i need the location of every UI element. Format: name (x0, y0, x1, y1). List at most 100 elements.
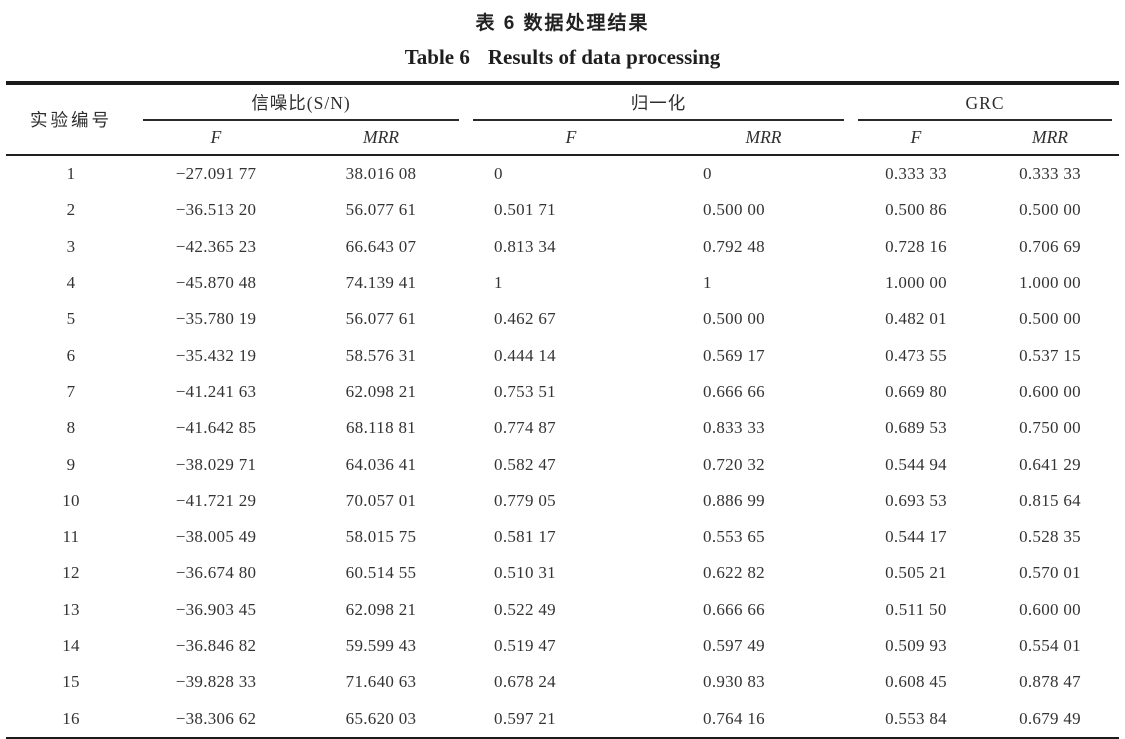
cell-snr-mrr: 56.077 61 (345, 200, 417, 220)
cell-norm-mrr: 1 (703, 273, 712, 293)
sub-header-snr-mrr: MRR (296, 121, 467, 156)
cell-norm-f: 0.753 51 (494, 381, 556, 401)
cell-norm-f: 0.501 71 (494, 200, 556, 220)
cell-norm-mrr: 0.792 48 (703, 236, 765, 256)
table-row: 14 −36.846 82 59.599 43 0.519 47 0.597 49 0.5… (6, 628, 1119, 664)
sub-header-snr-f: F (136, 121, 296, 156)
cell-exp-no: 7 (66, 381, 76, 401)
cell-norm-mrr: 0.500 00 (703, 200, 765, 220)
cell-norm-f: 0.774 87 (494, 418, 556, 438)
cell-norm-f: 1 (494, 273, 503, 293)
table-row: 9 −38.029 71 64.036 41 0.582 47 0.720 32 0.54… (6, 446, 1119, 482)
cell-snr-mrr: 65.620 03 (345, 708, 417, 728)
cell-grc-f: 0.728 16 (885, 236, 947, 256)
cell-norm-f: 0.582 47 (494, 454, 556, 474)
sub-header-grc-f: F (851, 121, 982, 156)
cell-snr-f: −36.674 80 (175, 563, 257, 583)
group-header-normalized: 归一化 (466, 83, 851, 121)
cell-norm-f: 0.779 05 (494, 490, 556, 510)
cell-grc-f: 0.482 01 (885, 309, 947, 329)
cell-snr-f: −36.903 45 (175, 599, 257, 619)
cell-grc-mrr: 0.706 69 (1019, 236, 1081, 256)
cell-exp-no: 12 (62, 563, 80, 583)
group-header-row: 实验编号 信噪比(S/N) 归一化 GRC (6, 83, 1119, 156)
group-header-normalized-label: 归一化 (473, 85, 845, 121)
cell-exp-no: 14 (62, 636, 80, 655)
cell-norm-f: 0.444 14 (494, 345, 556, 365)
cell-norm-f: 0.678 24 (494, 672, 556, 692)
cell-snr-mrr: 38.016 08 (345, 164, 417, 184)
cell-norm-f: 0.462 67 (494, 309, 556, 329)
cell-snr-f: −36.513 20 (175, 200, 257, 220)
table-row: 6 −35.432 19 58.576 31 0.444 14 0.569 17 0.47… (6, 337, 1119, 373)
cell-exp-no: 4 (66, 273, 76, 293)
cell-grc-mrr: 0.500 00 (1019, 200, 1081, 220)
cell-grc-mrr: 0.537 15 (1019, 345, 1081, 365)
cell-grc-mrr: 0.815 64 (1019, 490, 1081, 510)
cell-exp-no: 3 (66, 236, 76, 256)
cell-grc-f: 0.500 86 (885, 200, 947, 220)
cell-grc-f: 0.473 55 (885, 345, 947, 365)
cell-norm-f: 0.813 34 (494, 236, 556, 256)
cell-grc-f: 0.509 93 (885, 636, 947, 655)
cell-grc-f: 0.544 94 (885, 454, 947, 474)
cell-grc-mrr: 0.641 29 (1019, 454, 1081, 474)
cell-snr-f: −41.241 63 (175, 381, 257, 401)
cell-grc-mrr: 0.750 00 (1019, 418, 1081, 438)
sub-header-normalized-f: F (466, 121, 677, 156)
cell-norm-f: 0.519 47 (494, 636, 556, 655)
group-header-grc-label: GRC (858, 85, 1113, 121)
sub-header-normalized-mrr: MRR (676, 121, 852, 156)
corner-header-exp-no: 实验编号 (6, 83, 136, 156)
table-row: 4 −45.870 48 74.139 41 1 1 1.000 00 1.000 00 (6, 265, 1119, 301)
cell-exp-no: 13 (62, 599, 80, 619)
cell-snr-mrr: 58.576 31 (345, 345, 417, 365)
table-row: 8 −41.642 85 68.118 81 0.774 87 0.833 33 0.68… (6, 410, 1119, 446)
cell-norm-f: 0.597 21 (494, 708, 556, 728)
table-body: 1 −27.091 77 38.016 08 0 0 0.333 33 0.333 33 2 −… (6, 155, 1119, 739)
cell-grc-f: 0.608 45 (885, 672, 947, 692)
cell-norm-mrr: 0.666 66 (703, 381, 765, 401)
cell-norm-mrr: 0.500 00 (703, 309, 765, 329)
cell-snr-f: −41.721 29 (175, 490, 257, 510)
table-row: 3 −42.365 23 66.643 07 0.813 34 0.792 48 0.72… (6, 229, 1119, 265)
group-header-grc: GRC (851, 83, 1119, 121)
cell-grc-mrr: 0.600 00 (1019, 599, 1081, 619)
cell-grc-mrr: 1.000 00 (1019, 273, 1081, 293)
cell-grc-f: 0.544 17 (885, 527, 947, 547)
cell-snr-mrr: 66.643 07 (345, 236, 417, 256)
cell-snr-mrr: 58.015 75 (345, 527, 417, 547)
cell-grc-f: 0.553 84 (885, 708, 947, 728)
cell-norm-mrr: 0.764 16 (703, 708, 765, 728)
cell-grc-f: 0.333 33 (885, 164, 947, 184)
cell-exp-no: 11 (62, 527, 80, 547)
table-row: 13 −36.903 45 62.098 21 0.522 49 0.666 66 0.5… (6, 592, 1119, 628)
cell-grc-mrr: 0.554 01 (1019, 636, 1081, 655)
cell-snr-f: −41.642 85 (175, 418, 257, 438)
cell-snr-f: −36.846 82 (175, 636, 257, 655)
table-row: 16 −38.306 62 65.620 03 0.597 21 0.764 16 0.5… (6, 700, 1119, 738)
cell-snr-f: −39.828 33 (175, 672, 257, 692)
cell-norm-f: 0 (494, 164, 503, 184)
cell-norm-mrr: 0.597 49 (703, 636, 765, 655)
cell-exp-no: 5 (66, 309, 76, 329)
table-row: 5 −35.780 19 56.077 61 0.462 67 0.500 00 0.48… (6, 301, 1119, 337)
results-table: 实验编号 信噪比(S/N) 归一化 GRC F MRR F MRR F MRR (6, 81, 1120, 739)
cell-snr-mrr: 56.077 61 (345, 309, 417, 329)
table-title-en-text: Results of data processing (487, 45, 721, 69)
cell-grc-mrr: 0.528 35 (1019, 527, 1081, 547)
cell-norm-mrr: 0 (703, 164, 712, 184)
cell-grc-f: 0.505 21 (885, 563, 947, 583)
cell-norm-mrr: 0.720 32 (703, 454, 765, 474)
cell-exp-no: 9 (66, 454, 76, 474)
table-title-en-label: Table 6 (404, 45, 470, 69)
cell-exp-no: 16 (62, 708, 80, 728)
cell-norm-mrr: 0.569 17 (703, 345, 765, 365)
cell-snr-f: −38.029 71 (175, 454, 257, 474)
cell-grc-f: 0.669 80 (885, 381, 947, 401)
table-row: 2 −36.513 20 56.077 61 0.501 71 0.500 00 0.50… (6, 192, 1119, 228)
cell-exp-no: 10 (62, 490, 80, 510)
cell-grc-mrr: 0.570 01 (1019, 563, 1081, 583)
cell-exp-no: 15 (62, 672, 80, 692)
